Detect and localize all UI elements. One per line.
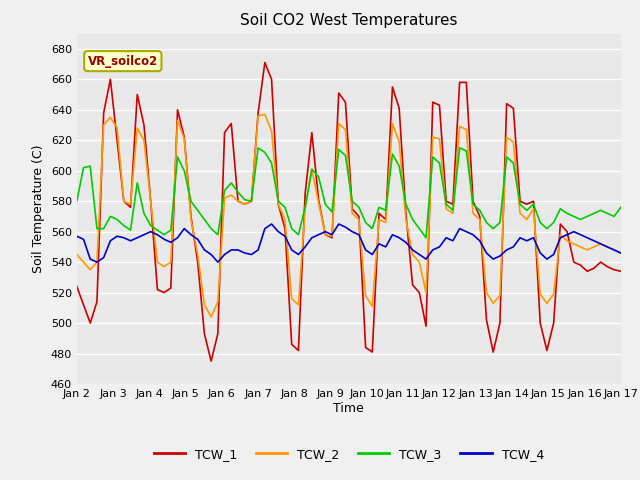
TCW_1 [261,60,269,65]
X-axis label: Time: Time [333,402,364,415]
TCW_3 [523,207,531,213]
TCW_1 [73,284,81,289]
TCW_3 [254,145,262,151]
Y-axis label: Soil Temperature (C): Soil Temperature (C) [32,144,45,273]
TCW_4 [268,221,275,227]
TCW_4 [509,244,517,250]
TCW_4 [342,224,349,230]
TCW_2 [509,139,517,144]
TCW_3 [422,235,430,240]
TCW_3 [200,216,208,222]
Text: VR_soilco2: VR_soilco2 [88,55,158,68]
TCW_1 [227,120,235,126]
TCW_2 [200,302,208,308]
TCW_2 [523,216,531,222]
TCW_2 [227,192,235,198]
TCW_4 [93,259,100,265]
TCW_4 [227,247,235,253]
TCW_1 [523,201,531,207]
TCW_4 [207,252,215,257]
TCW_1 [509,106,517,111]
TCW_1 [200,331,208,336]
TCW_2 [261,111,269,117]
Line: TCW_2: TCW_2 [77,114,621,317]
TCW_1 [617,268,625,274]
TCW_4 [234,247,242,253]
TCW_2 [207,314,215,320]
TCW_3 [617,204,625,210]
TCW_1 [342,99,349,105]
TCW_3 [73,198,81,204]
TCW_2 [342,127,349,132]
TCW_3 [335,146,342,152]
TCW_2 [73,252,81,257]
Legend: TCW_1, TCW_2, TCW_3, TCW_4: TCW_1, TCW_2, TCW_3, TCW_4 [148,443,549,466]
TCW_1 [207,358,215,364]
TCW_3 [227,180,235,186]
TCW_1 [234,198,242,204]
Line: TCW_3: TCW_3 [77,148,621,238]
TCW_3 [221,188,228,193]
TCW_2 [617,250,625,256]
Line: TCW_1: TCW_1 [77,62,621,361]
Title: Soil CO2 West Temperatures: Soil CO2 West Temperatures [240,13,458,28]
TCW_4 [523,238,531,244]
TCW_4 [73,233,81,239]
TCW_4 [617,250,625,256]
Line: TCW_4: TCW_4 [77,224,621,262]
TCW_3 [509,160,517,166]
TCW_2 [234,198,242,204]
